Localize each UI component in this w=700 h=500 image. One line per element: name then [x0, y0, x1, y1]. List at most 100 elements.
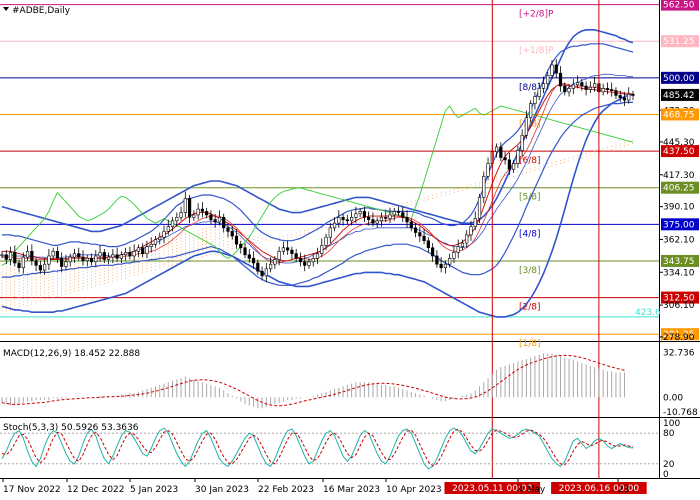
stoch-tick-3: 0: [663, 470, 669, 480]
candle-body: [575, 82, 580, 86]
candle-body: [226, 227, 230, 232]
candle-body: [529, 103, 533, 118]
candle-body: [311, 258, 315, 263]
candle-body: [209, 214, 213, 220]
envelope-lower-line: [1, 93, 634, 318]
candle-body: [350, 216, 354, 222]
candle-body: [115, 254, 119, 259]
candle-body: [30, 250, 34, 261]
price-level-box-2: [661, 71, 699, 84]
time-label-6: 10 Apr 2023: [386, 485, 442, 495]
price-tick-9: 406.25: [663, 184, 695, 194]
candle-body: [72, 253, 77, 258]
candle-body: [439, 263, 443, 268]
vertical-markers: 2023.05.11 00:00 2023.06.16 00:00: [444, 0, 647, 494]
candle-body: [4, 254, 8, 260]
price-level-box-13: [661, 254, 699, 267]
candle-body: [328, 227, 332, 238]
candle-body: [281, 247, 285, 252]
murray-label-0: [+2/8]P: [519, 10, 554, 20]
candle-body: [516, 150, 520, 164]
candle-body: [102, 252, 106, 260]
candle-body: [610, 89, 614, 92]
candle-body: [251, 258, 256, 264]
candle-body: [431, 247, 435, 257]
candle-body: [81, 256, 85, 261]
current-price-label: 485.42: [663, 91, 695, 101]
candle-body: [499, 146, 503, 158]
price-level-box-0: [661, 0, 699, 11]
candle-body: [503, 157, 507, 161]
price-tick-11: 375.00: [663, 220, 695, 230]
candle-body: [469, 226, 473, 236]
marker-date-label-1: 2023.06.16 00:00: [559, 484, 640, 494]
candle-body: [605, 88, 610, 90]
candle-body: [367, 216, 371, 220]
time-label-10: 23: [618, 485, 629, 495]
macd-tick-0: 32.736: [663, 348, 695, 358]
time-label-8: 4 May: [518, 485, 546, 495]
candle-body: [0, 254, 4, 257]
candle-body: [89, 258, 94, 263]
candle-body: [388, 214, 392, 219]
candle-body: [337, 216, 341, 224]
candle-body: [580, 82, 584, 87]
candle-body: [213, 219, 217, 223]
candle-body: [247, 254, 251, 259]
candle-body: [567, 88, 571, 93]
candle-body: [405, 216, 409, 223]
chart-title: #ADBE,Daily: [12, 6, 71, 16]
candle-body: [183, 198, 187, 213]
candle-body: [554, 64, 558, 74]
candle-body: [550, 64, 554, 76]
candle-body: [452, 252, 456, 259]
candle-body: [371, 219, 375, 224]
candle-body: [60, 258, 64, 267]
candle-body: [358, 211, 362, 215]
candle-body: [264, 268, 268, 277]
candle-body: [571, 84, 575, 89]
murray-levels: [+2/8]P [+1/8]P [8/8] [7/8] [6/8] [5/8] [4/8] […: [0, 4, 661, 349]
candle-body: [396, 211, 401, 213]
price-tick-5: 468.75: [663, 110, 695, 120]
stoch-tick-1: 80: [663, 429, 675, 439]
candle-body: [465, 234, 469, 244]
macd-label: MACD(12,26,9) 18.452 22.888: [3, 349, 140, 359]
candle-body: [384, 216, 388, 219]
candle-body: [290, 249, 294, 254]
candle-body: [192, 214, 196, 218]
candle-body: [43, 263, 47, 271]
macd-tick-1: 0.00: [663, 393, 683, 403]
price-tick-16: 306.10: [663, 301, 695, 311]
candle-body: [584, 85, 588, 90]
candle-body: [563, 85, 567, 93]
current-price-box: [661, 88, 699, 101]
murray-label-4: [6/8]: [519, 156, 541, 166]
candle-body: [546, 75, 550, 84]
price-tick-18: 278.90: [663, 333, 695, 343]
candle-body: [426, 240, 430, 249]
price-tick-15: 312.50: [663, 294, 695, 304]
price-tick-13: 343.75: [663, 257, 695, 267]
candle-body: [558, 72, 563, 87]
candle-body: [631, 93, 635, 96]
murray-label-9: [1/8]: [519, 339, 541, 349]
candle-body: [456, 246, 460, 253]
candle-body: [401, 212, 405, 218]
candle-body: [533, 96, 537, 104]
symbol-dropdown-icon[interactable]: [3, 7, 9, 11]
candle-body: [477, 197, 482, 219]
price-tick-1: 531.25: [663, 37, 695, 47]
price-level-box-11: [661, 218, 699, 231]
candle-body: [34, 260, 38, 266]
murray-label-5: [5/8]: [519, 193, 541, 203]
candle-body: [512, 163, 516, 170]
candle-body: [17, 262, 21, 268]
candle-body: [332, 222, 337, 229]
candle-body: [179, 212, 183, 218]
price-tick-0: 562.50: [663, 1, 695, 11]
candle-body: [486, 163, 490, 177]
candle-body: [119, 254, 123, 259]
